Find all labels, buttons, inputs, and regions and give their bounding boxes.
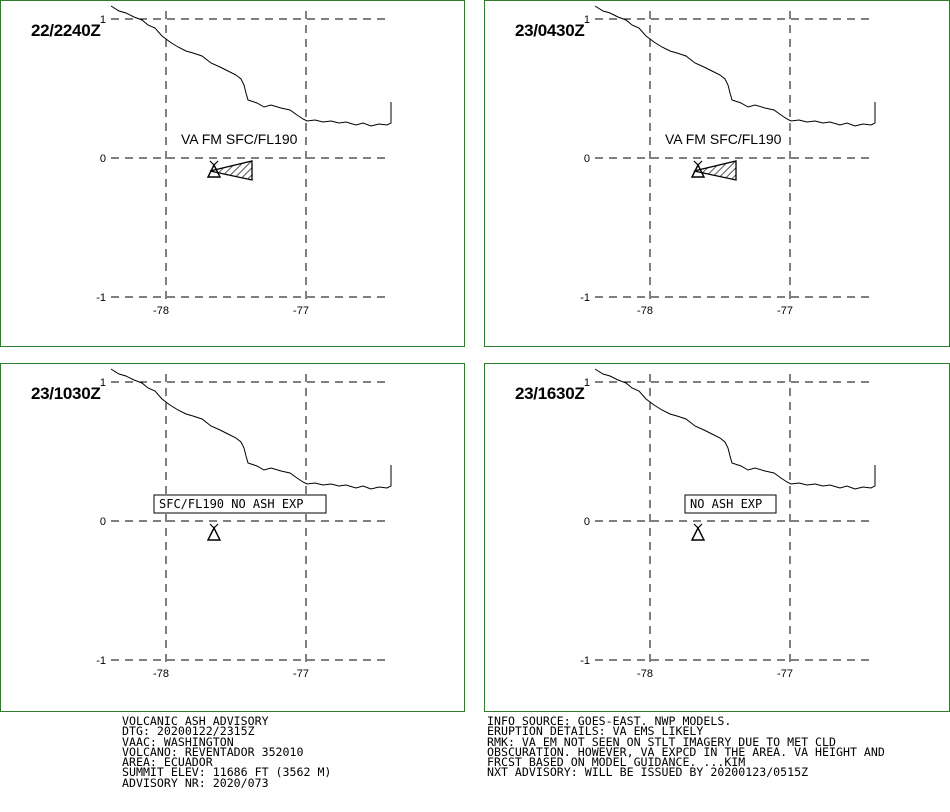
latitude-tick-label: 1 xyxy=(584,377,590,389)
advisory-line: ADVISORY NR: 2020/073 xyxy=(122,775,269,790)
ash-cloud-area xyxy=(209,160,253,181)
longitude-tick-label: -77 xyxy=(777,305,793,317)
forecast-panel-0: 1 0 -1 -78 -77 VA FM SFC/FL190 22/2240Z xyxy=(0,0,465,347)
longitude-tick-label: -78 xyxy=(637,305,653,317)
advisory-line: OBSCURATION. HOWEVER, VA EXPCD IN THE AR… xyxy=(487,744,885,759)
advisory-right-block: INFO SOURCE: GOES-EAST. NWP MODELS. ERUP… xyxy=(487,714,885,780)
advisory-line: VAAC: WASHINGTON xyxy=(122,734,234,749)
map-svg: 1 0 -1 -78 -77 VA FM SFC/FL190 xyxy=(580,5,876,317)
longitude-tick-label: -77 xyxy=(293,668,309,680)
longitude-tick-label: -77 xyxy=(777,668,793,680)
coastline xyxy=(110,368,392,490)
latitude-tick-label: 0 xyxy=(584,516,590,528)
advisory-line: ERUPTION DETAILS: VA EMS LIKELY xyxy=(487,724,704,739)
latitude-tick-label: 1 xyxy=(100,377,106,389)
advisory-line: INFO SOURCE: GOES-EAST. NWP MODELS. xyxy=(487,714,732,728)
latitude-tick-label: 0 xyxy=(584,153,590,165)
advisory-line: FRCST BASED ON MODEL GUIDANCE. ...KIM xyxy=(487,755,746,770)
latitude-tick-label: -1 xyxy=(580,292,590,304)
longitude-tick-label: -78 xyxy=(153,305,169,317)
advisory-left-block: VOLCANIC ASH ADVISORY DTG: 20200122/2315… xyxy=(122,714,332,790)
map-svg: 1 0 -1 -78 -77 VA FM SFC/FL190 xyxy=(96,5,392,317)
longitude-tick-label: -77 xyxy=(293,305,309,317)
forecast-label: NO ASH EXP xyxy=(690,497,762,511)
volcano-triangle-icon xyxy=(206,523,222,541)
longitude-tick-label: -78 xyxy=(637,668,653,680)
forecast-panel-2: 1 0 -1 -78 -77 SFC/FL190 NO ASH EXP 23/1030Z xyxy=(0,363,465,712)
advisory-line: NXT ADVISORY: WILL BE ISSUED BY 20200123… xyxy=(487,765,809,780)
latitude-tick-label: 1 xyxy=(100,14,106,26)
advisory-line: SUMMIT ELEV: 11686 FT (3562 M) xyxy=(122,765,332,780)
advisory-line: RMK: VA EM NOT SEEN ON STLT IMAGERY DUE … xyxy=(487,734,837,749)
advisory-line: VOLCANO: REVENTADOR 352010 xyxy=(122,744,304,759)
advisory-line: DTG: 20200122/2315Z xyxy=(122,724,255,739)
latitude-tick-label: -1 xyxy=(580,655,590,667)
ash-cloud-area xyxy=(693,160,737,181)
panel-time: 23/1030Z xyxy=(31,384,101,403)
map-svg: 1 0 -1 -78 -77 SFC/FL190 NO ASH EXP xyxy=(96,368,392,680)
forecast-label-box xyxy=(684,494,777,514)
coastline xyxy=(594,368,876,490)
advisory-line: AREA: ECUADOR xyxy=(122,755,213,770)
longitude-tick-label: -78 xyxy=(153,668,169,680)
latitude-tick-label: 0 xyxy=(100,516,106,528)
forecast-label: SFC/FL190 NO ASH EXP xyxy=(159,497,304,511)
latitude-tick-label: 1 xyxy=(584,14,590,26)
ash-forecast-label: VA FM SFC/FL190 xyxy=(665,131,782,147)
forecast-label-box xyxy=(153,494,327,514)
latitude-tick-label: 0 xyxy=(100,153,106,165)
coastline xyxy=(594,5,876,127)
latitude-tick-label: -1 xyxy=(96,655,106,667)
panel-time: 23/1630Z xyxy=(515,384,585,403)
panel-time: 23/0430Z xyxy=(515,21,585,40)
coastline xyxy=(110,5,392,127)
forecast-panel-1: 1 0 -1 -78 -77 VA FM SFC/FL190 23/0430Z xyxy=(484,0,950,347)
map-svg: 1 0 -1 -78 -77 NO ASH EXP xyxy=(580,368,876,680)
advisory-line: VOLCANIC ASH ADVISORY xyxy=(122,714,269,728)
latitude-tick-label: -1 xyxy=(96,292,106,304)
forecast-panel-3: 1 0 -1 -78 -77 NO ASH EXP 23/1630Z xyxy=(484,363,950,712)
ash-forecast-label: VA FM SFC/FL190 xyxy=(181,131,298,147)
volcano-triangle-icon xyxy=(690,523,706,541)
panel-time: 22/2240Z xyxy=(31,21,101,40)
